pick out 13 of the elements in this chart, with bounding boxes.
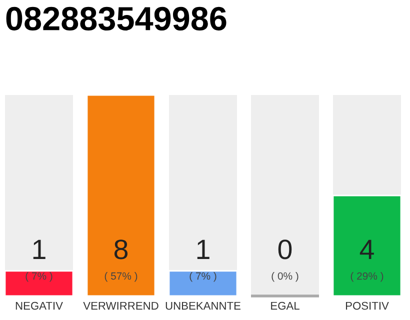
bar [168,270,238,296]
data-label: 0 ( 0% ) [272,240,298,282]
chart-title: 082883549986 [6,6,226,31]
bar [5,270,74,296]
x-tick-label: EGAL [271,302,300,310]
x-tick-label: NEGATIV [16,302,63,310]
data-label: 8 ( 57% ) [104,240,138,282]
data-label: 4 ( 29% ) [350,240,384,282]
x-tick-label: POSITIV [346,302,389,310]
x-tick-label: UNBEKANNTE [166,302,240,310]
data-label: 1 ( 7% ) [190,240,216,282]
data-label: 1 ( 7% ) [26,240,52,282]
x-tick-label: VERWIRREND [83,302,158,310]
